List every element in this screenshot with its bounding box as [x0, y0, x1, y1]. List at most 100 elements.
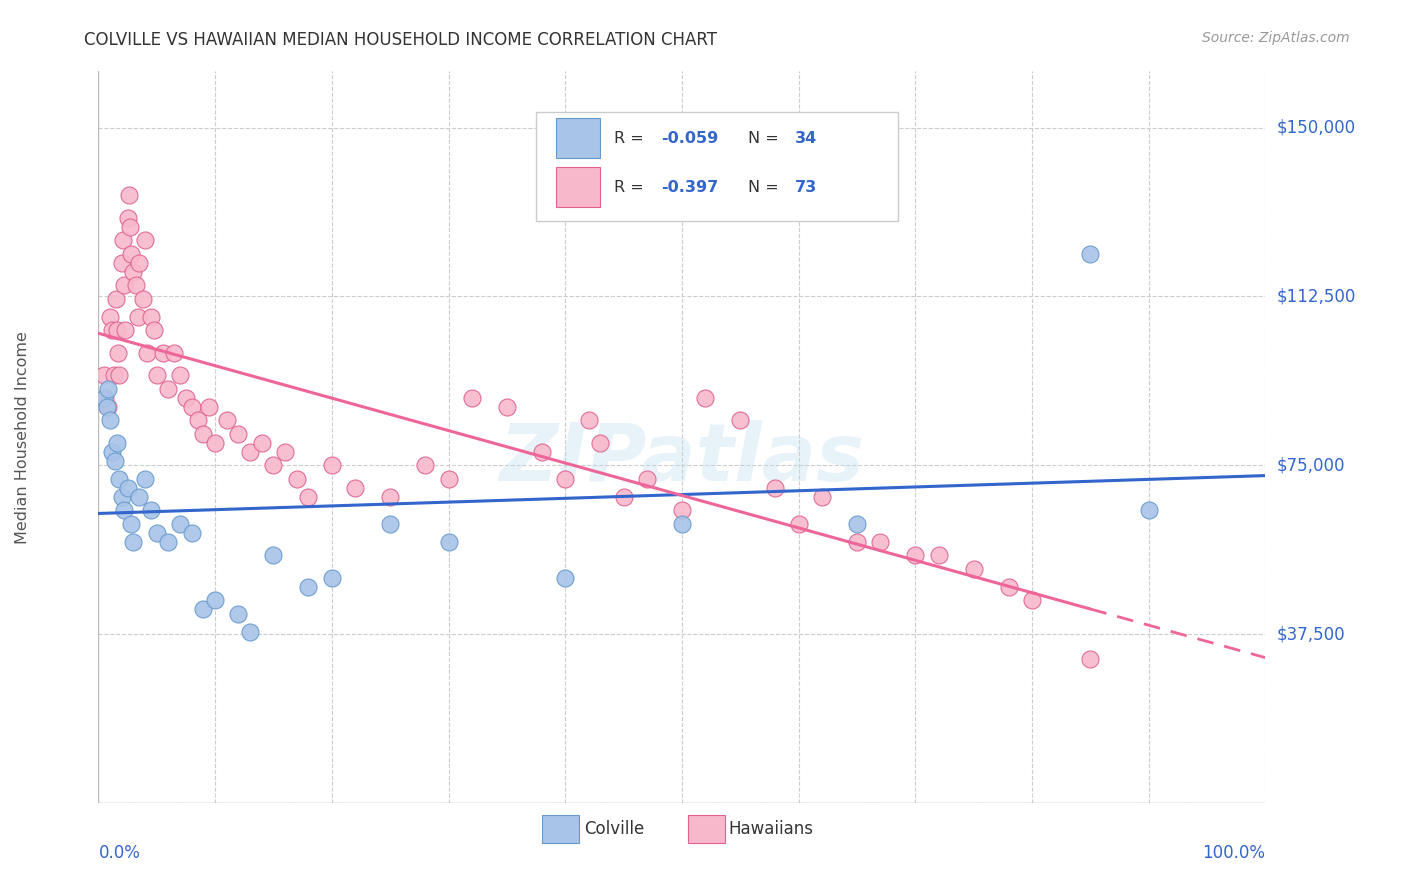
Point [239, 444, 262, 458]
Point [250, 435, 273, 450]
Point [93, 368, 115, 383]
Point [1080, 652, 1102, 666]
Point [193, 426, 215, 441]
FancyBboxPatch shape [536, 112, 898, 221]
Point [413, 458, 436, 473]
Point [97, 382, 120, 396]
Point [578, 413, 600, 427]
Point [134, 233, 156, 247]
Point [128, 255, 150, 269]
Text: $112,500: $112,500 [1277, 287, 1355, 305]
Point [108, 368, 131, 383]
Point [105, 323, 128, 337]
Point [228, 607, 250, 621]
Point [962, 562, 984, 576]
Point [1080, 246, 1102, 260]
Text: Hawaiians: Hawaiians [728, 820, 814, 838]
Point [613, 490, 636, 504]
Point [198, 400, 221, 414]
Text: -0.059: -0.059 [661, 130, 718, 145]
Point [904, 548, 927, 562]
Point [146, 368, 169, 383]
Text: Source: ZipAtlas.com: Source: ZipAtlas.com [1202, 31, 1350, 45]
Point [101, 444, 124, 458]
Point [169, 368, 191, 383]
Point [262, 548, 284, 562]
Point [97, 400, 120, 414]
Point [128, 490, 150, 504]
Point [112, 503, 135, 517]
Point [122, 265, 145, 279]
Text: 100.0%: 100.0% [1202, 845, 1265, 863]
Text: N =: N = [748, 180, 785, 194]
Point [554, 571, 576, 585]
Point [869, 534, 891, 549]
Point [111, 233, 134, 247]
Point [101, 323, 124, 337]
Point [112, 278, 135, 293]
Text: R =: R = [614, 180, 650, 194]
Point [321, 458, 343, 473]
Point [730, 413, 752, 427]
Point [98, 413, 121, 427]
Point [787, 516, 810, 531]
Text: Median Household Income: Median Household Income [14, 331, 30, 543]
Point [763, 481, 786, 495]
Point [107, 345, 129, 359]
Text: 73: 73 [796, 180, 817, 194]
Text: 34: 34 [796, 130, 817, 145]
FancyBboxPatch shape [555, 118, 600, 158]
Point [437, 472, 460, 486]
Point [118, 219, 141, 234]
Point [928, 548, 950, 562]
Point [297, 490, 319, 504]
Point [120, 246, 142, 260]
Point [146, 525, 169, 540]
Point [811, 490, 834, 504]
Point [104, 292, 127, 306]
Point [554, 472, 576, 486]
Point [111, 255, 134, 269]
Point [117, 481, 139, 495]
Point [152, 345, 174, 359]
Point [204, 593, 226, 607]
Point [1137, 503, 1160, 517]
Point [103, 368, 125, 383]
Point [117, 211, 139, 225]
Point [125, 278, 148, 293]
Point [105, 435, 128, 450]
Text: $75,000: $75,000 [1277, 456, 1346, 475]
Point [496, 400, 519, 414]
Point [143, 323, 166, 337]
Point [98, 310, 121, 324]
Point [111, 490, 134, 504]
Point [180, 400, 202, 414]
Point [997, 580, 1019, 594]
Point [437, 534, 460, 549]
Point [114, 323, 136, 337]
Text: 0.0%: 0.0% [98, 845, 141, 863]
FancyBboxPatch shape [555, 167, 600, 208]
Point [174, 391, 197, 405]
Point [846, 516, 869, 531]
Point [96, 400, 118, 414]
Point [134, 472, 156, 486]
Point [187, 413, 209, 427]
Point [163, 345, 186, 359]
Point [380, 516, 402, 531]
Text: $150,000: $150,000 [1277, 119, 1355, 136]
Point [262, 458, 284, 473]
Point [671, 516, 693, 531]
Point [104, 453, 127, 467]
Point [239, 624, 262, 639]
Point [94, 391, 117, 405]
Point [169, 516, 191, 531]
Point [321, 571, 343, 585]
Point [636, 472, 658, 486]
Point [132, 292, 155, 306]
Point [157, 534, 180, 549]
Point [122, 534, 145, 549]
FancyBboxPatch shape [541, 815, 579, 843]
Point [193, 602, 215, 616]
Point [108, 472, 131, 486]
